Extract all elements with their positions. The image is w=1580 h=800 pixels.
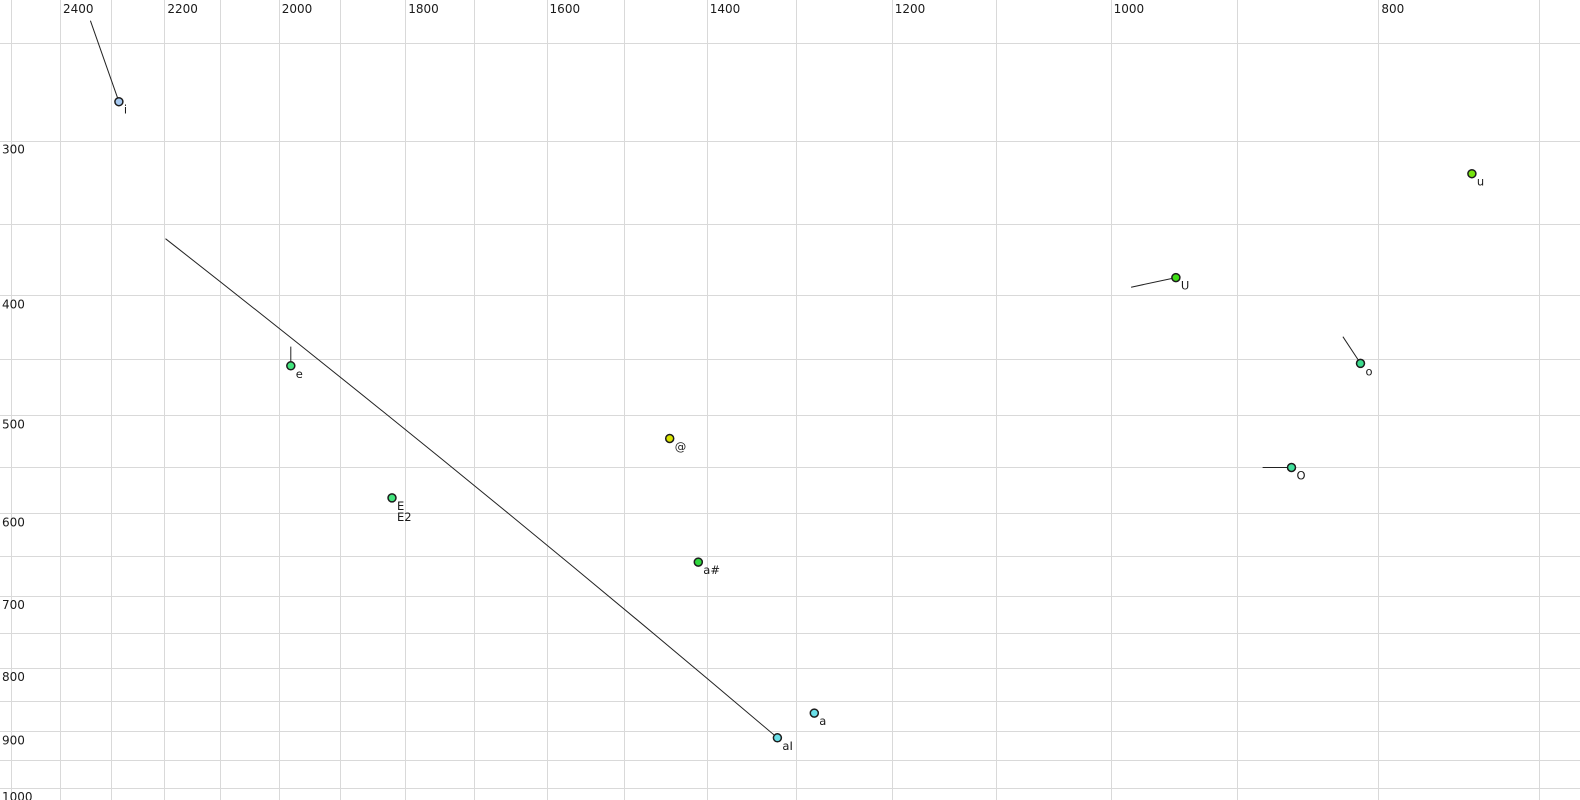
vowel-point-@[interactable] (664, 433, 675, 444)
vowel-tail-o (1342, 336, 1361, 364)
x-tick-label-2000: 2000 (282, 2, 313, 16)
y-tick-label-600: 600 (2, 515, 25, 529)
vowel-label-O: O (1297, 469, 1306, 483)
y-tick-label-1000: 1000 (2, 790, 33, 800)
vowel-label-a: a (819, 714, 826, 728)
vowel-label-aI: aI (782, 739, 792, 753)
y-tick-label-900: 900 (2, 733, 25, 747)
vowel-point-e[interactable] (286, 361, 296, 371)
y-tick-label-300: 300 (2, 143, 25, 157)
vowel-label-U: U (1181, 279, 1189, 293)
y-tick-label-400: 400 (2, 297, 25, 311)
vowel-tail-U (1130, 277, 1177, 288)
axis-tick-labels: 2400 2200 2000 1800 1600 1400 1200 1000 800 300 40… (2, 2, 1404, 800)
vowel-point-u[interactable] (1467, 168, 1477, 179)
vowel-label-E2: E2 (397, 510, 412, 524)
x-tick-label-1200: 1200 (895, 2, 926, 16)
vowel-label-E: E (397, 499, 404, 513)
x-tick-label-1600: 1600 (550, 2, 581, 16)
vowel-label-u: u (1477, 175, 1484, 189)
vowel-label-i: i (124, 103, 127, 117)
y-tick-label-700: 700 (2, 598, 25, 612)
vowel-tails (89, 20, 1361, 739)
vowel-point-O[interactable] (1286, 462, 1297, 473)
vowel-label-a#: a# (703, 563, 720, 577)
y-tick-label-800: 800 (2, 670, 25, 684)
x-tick-label-1000: 1000 (1114, 2, 1145, 16)
vowel-point-aI[interactable] (772, 733, 783, 743)
vowel-points: i u Ue o @ O EE2 a# a aI (114, 96, 1484, 753)
x-tick-label-1800: 1800 (408, 2, 439, 16)
x-tick-label-2400: 2400 (63, 2, 94, 16)
diphthong-trajectory-aI (165, 238, 778, 739)
vowel-point-a#[interactable] (693, 557, 704, 567)
vowel-label-@: @ (675, 440, 687, 454)
x-tick-label-1400: 1400 (710, 2, 741, 16)
vowel-label-o: o (1366, 364, 1373, 378)
vowel-point-a[interactable] (809, 708, 820, 718)
x-tick-label-800: 800 (1381, 2, 1404, 16)
vowel-point-o[interactable] (1355, 358, 1366, 369)
vowel-label-e: e (296, 367, 303, 381)
vowel-tail-i (89, 20, 120, 102)
y-tick-label-500: 500 (2, 417, 25, 431)
vowel-point-i[interactable] (114, 96, 124, 107)
vowel-point-U[interactable] (1171, 272, 1181, 283)
x-tick-label-2200: 2200 (167, 2, 198, 16)
vowel-point-E[interactable] (387, 493, 397, 503)
